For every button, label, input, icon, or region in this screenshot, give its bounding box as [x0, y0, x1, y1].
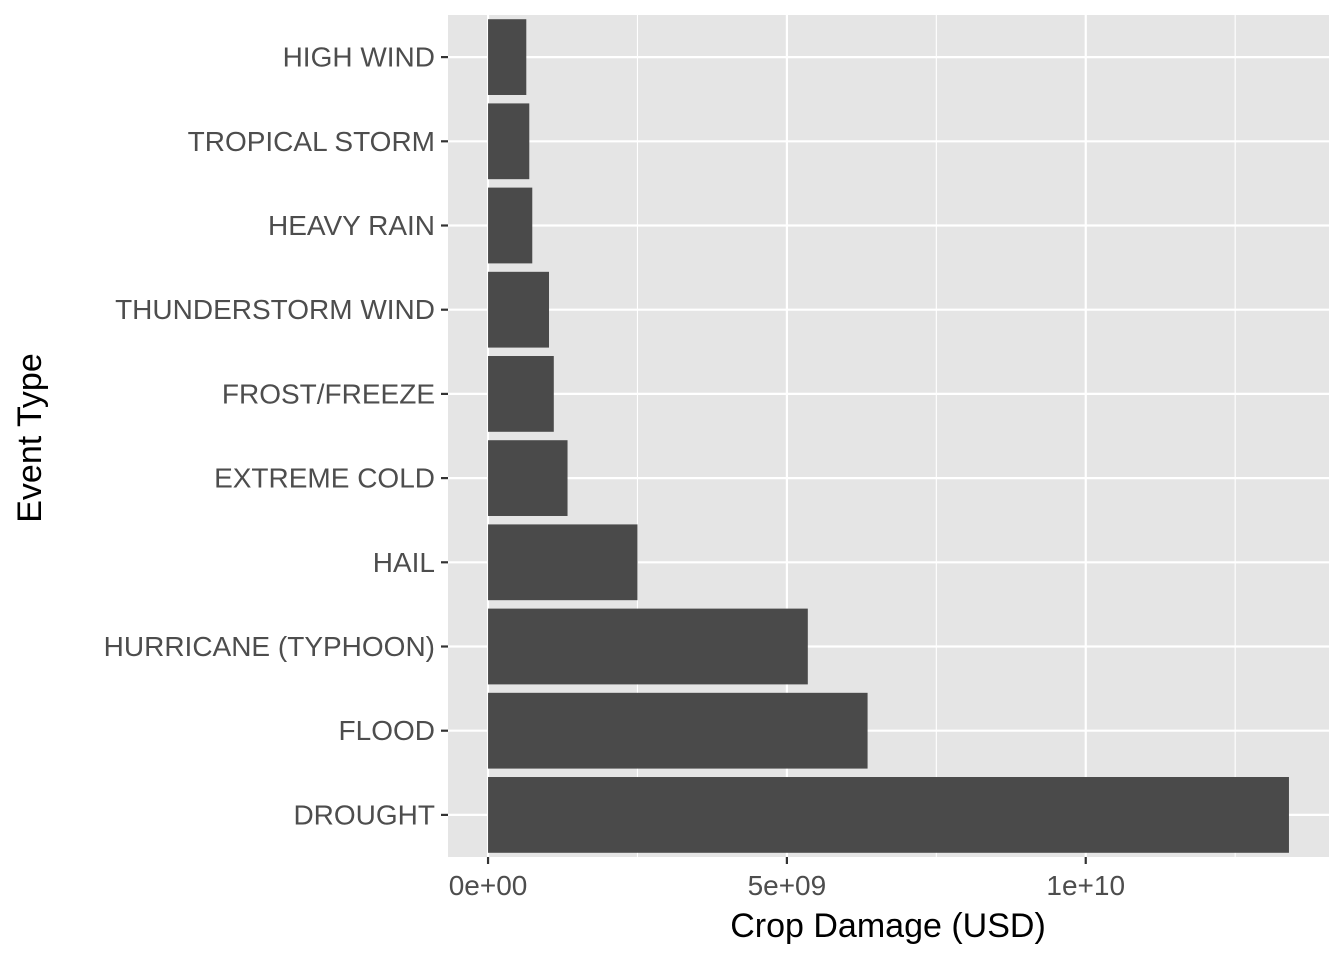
y-tick-label: THUNDERSTORM WIND — [115, 294, 435, 325]
y-tick-label: HIGH WIND — [283, 42, 435, 73]
x-tick-label: 1e+10 — [1046, 870, 1125, 901]
y-tick-label: EXTREME COLD — [214, 463, 435, 494]
y-tick-label: DROUGHT — [293, 799, 435, 830]
bar — [488, 777, 1289, 853]
bar — [488, 103, 530, 180]
y-axis-title: Event Type — [11, 353, 49, 523]
bar — [488, 187, 533, 264]
x-tick-label: 5e+09 — [748, 870, 827, 901]
bar — [488, 692, 868, 769]
y-tick-label: HAIL — [373, 547, 435, 578]
bar — [488, 440, 568, 516]
x-axis-title: Crop Damage (USD) — [730, 907, 1046, 945]
bar — [488, 608, 808, 685]
bar — [488, 356, 554, 432]
y-tick-label: FROST/FREEZE — [222, 378, 435, 409]
y-tick-label: HURRICANE (TYPHOON) — [104, 631, 435, 662]
y-axis: DROUGHT FLOOD HURRICANE (TYPHOON) HAIL EXTRE… — [104, 42, 448, 830]
x-axis: 0e+00 5e+09 1e+10 — [449, 857, 1125, 901]
bar — [488, 524, 638, 601]
y-tick-label: TROPICAL STORM — [188, 126, 435, 157]
x-tick-label: 0e+00 — [449, 870, 528, 901]
y-tick-label: FLOOD — [339, 715, 435, 746]
y-tick-label: HEAVY RAIN — [268, 210, 435, 241]
bars — [488, 19, 1289, 853]
bar — [488, 19, 527, 95]
bar — [488, 271, 550, 348]
